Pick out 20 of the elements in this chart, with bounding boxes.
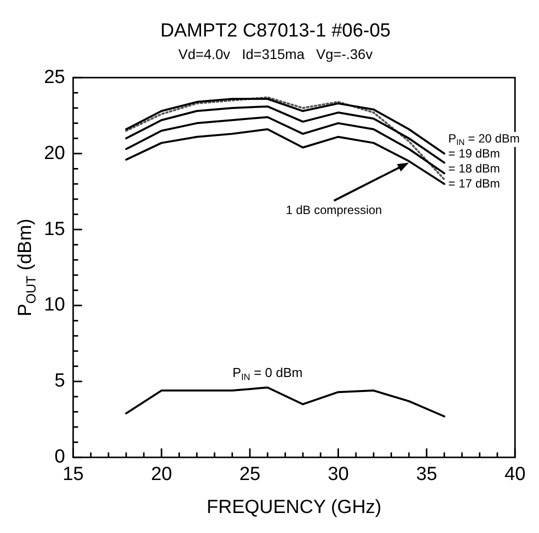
x-axis-title: FREQUENCY (GHz) bbox=[206, 496, 382, 518]
y-tick-label: 10 bbox=[44, 294, 66, 316]
y-tick-label: 0 bbox=[54, 446, 66, 468]
chart-subtitle: Vd=4.0v Id=315ma Vg=-.36v bbox=[178, 46, 373, 62]
series-label: = 18 dBm bbox=[448, 161, 500, 176]
x-tick-label: 25 bbox=[239, 464, 260, 486]
y-tick-label: 20 bbox=[44, 142, 66, 164]
annotation: 1 dB compression bbox=[286, 202, 382, 217]
series-label: = 17 dBm bbox=[448, 176, 500, 190]
line-series bbox=[125, 96, 446, 180]
chart-title: DAMPT2 C87013-1 #06-05 bbox=[160, 20, 391, 42]
y-tick-label: 25 bbox=[44, 66, 66, 88]
y-axis-title: POUT (dBm) bbox=[15, 218, 38, 316]
x-tick-label: 30 bbox=[328, 464, 349, 486]
x-tick-label: 40 bbox=[504, 464, 526, 486]
series-label: = 19 dBm bbox=[448, 146, 500, 160]
x-tick-label: 20 bbox=[150, 464, 172, 486]
y-tick-label: 15 bbox=[44, 218, 66, 240]
x-tick-label: 35 bbox=[416, 464, 438, 486]
y-tick-label: 5 bbox=[54, 370, 66, 392]
